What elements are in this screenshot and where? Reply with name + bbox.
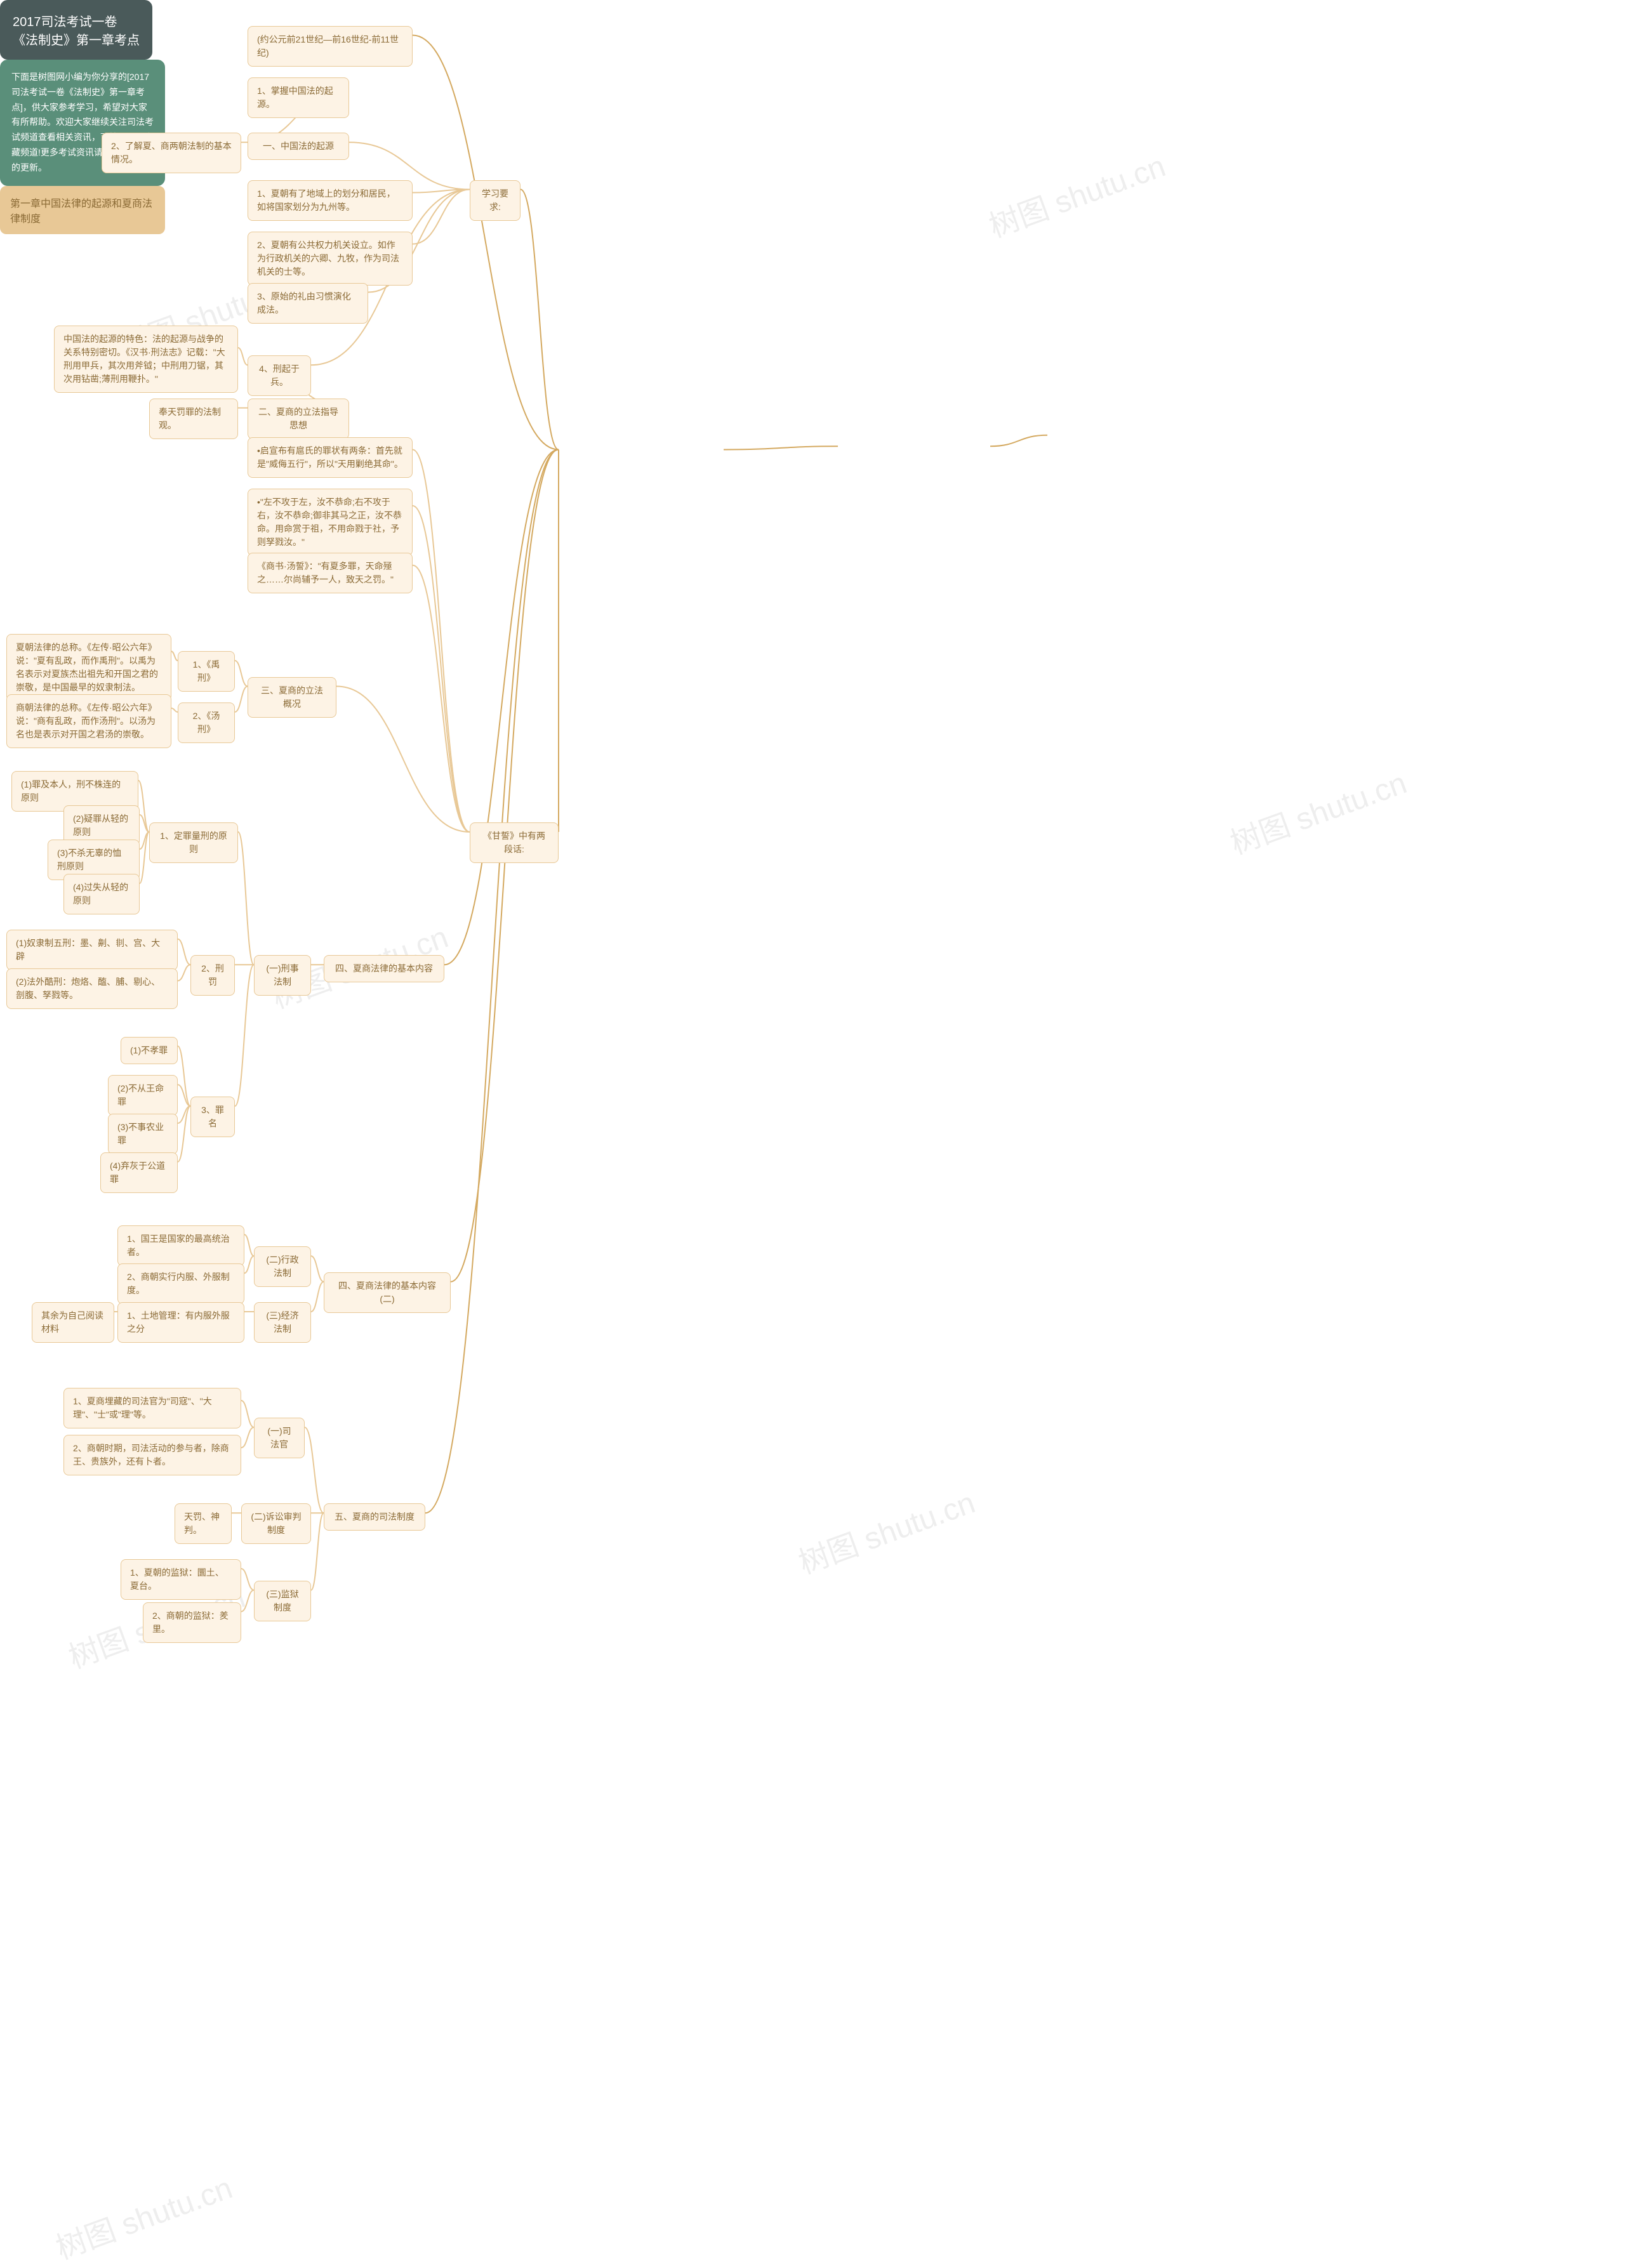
mindmap-node-gs2: •"左不攻于左，汝不恭命;右不攻于右，汝不恭命;御非其马之正，汝不恭命。用命赏于… xyxy=(248,489,413,556)
mindmap-node-b1: 1、《禹刑》 xyxy=(178,651,235,692)
mindmap-node-gs: 《甘誓》中有两段话: xyxy=(470,822,559,863)
mindmap-node-c2b: (2)法外酷刑：炮烙、醢、脯、剔心、剖腹、孥戮等。 xyxy=(6,968,178,1009)
mindmap-node-gs3: 《商书·汤誓》："有夏多罪，天命殛之……尔尚辅予一人，致天之罚。" xyxy=(248,553,413,593)
mindmap-node-a6a: 中国法的起源的特色：法的起源与战争的关系特别密切。《汉书·刑法志》记载："大刑用… xyxy=(54,326,238,393)
mindmap-node-c1d: (4)过失从轻的原则 xyxy=(63,874,140,914)
connector xyxy=(171,652,178,661)
connector xyxy=(140,815,149,832)
mindmap-node-e3: (三)监狱制度 xyxy=(254,1581,311,1621)
connector xyxy=(311,1513,324,1590)
connector xyxy=(244,1235,254,1256)
mindmap-node-c3d: (4)弃灰于公道罪 xyxy=(100,1152,178,1193)
connector xyxy=(241,1401,254,1427)
connector xyxy=(178,965,190,980)
mindmap-node-sec: 第一章中国法律的起源和夏商法律制度 xyxy=(0,186,165,234)
connector xyxy=(235,661,248,687)
mindmap-node-c2a: (1)奴隶制五刑：墨、劓、剕、宫、大辟 xyxy=(6,930,178,970)
mindmap-node-b2: 2、《汤刑》 xyxy=(178,702,235,743)
connector xyxy=(178,939,190,965)
connector xyxy=(311,1282,324,1312)
mindmap-node-time: (约公元前21世纪—前16世纪-前11世纪) xyxy=(248,26,413,67)
connector xyxy=(241,1590,254,1612)
connector xyxy=(413,36,559,450)
connector xyxy=(425,450,559,1513)
mindmap-node-a6b: 奉天罚罪的法制观。 xyxy=(149,399,238,439)
connector xyxy=(178,1106,190,1123)
connector xyxy=(413,190,470,193)
connector xyxy=(244,1256,254,1273)
connector xyxy=(413,565,470,832)
mindmap-node-e1b: 2、商朝时期，司法活动的参与者，除商王、贵族外，还有卜者。 xyxy=(63,1435,241,1475)
mindmap-node-b2a: 商朝法律的总称。《左传·昭公六年》说："商有乱政，而作汤刑"。以汤为名也是表示对… xyxy=(6,694,171,748)
mindmap-node-gs1: •启宣布有扈氏的罪状有两条：首先就是"威侮五行"，所以"天用剿绝其命"。 xyxy=(248,437,413,478)
connector xyxy=(235,965,254,1106)
connector xyxy=(336,687,470,833)
mindmap-node-c: 四、夏商法律的基本内容 xyxy=(324,955,444,982)
mindmap-node-c3c: (3)不事农业罪 xyxy=(108,1114,178,1154)
mindmap-node-root: 2017司法考试一卷《法制史》第一章考点 xyxy=(0,0,152,60)
connector xyxy=(305,1427,324,1513)
mindmap-node-b1a: 夏朝法律的总称。《左传·昭公六年》说："夏有乱政，而作禹刑"。以禹为名表示对夏族… xyxy=(6,634,171,701)
connector xyxy=(138,781,149,832)
mindmap-node-e: 五、夏商的司法制度 xyxy=(324,1503,425,1531)
connector xyxy=(238,832,254,965)
connector xyxy=(413,190,470,244)
mindmap-node-a: 一、中国法的起源 xyxy=(248,133,349,160)
connector xyxy=(413,506,470,832)
connector xyxy=(241,1569,254,1590)
watermark: 树图 shutu.cn xyxy=(49,2163,237,2267)
mindmap-node-d2a: 1、土地管理：有内服外服之分 xyxy=(117,1302,244,1343)
connector xyxy=(521,190,559,450)
connector xyxy=(724,446,838,449)
watermark: 树图 shutu.cn xyxy=(1223,758,1412,862)
mindmap-node-c3a: (1)不孝罪 xyxy=(121,1037,178,1064)
mindmap-node-a2: 2、了解夏、商两朝法制的基本情况。 xyxy=(102,133,241,173)
mindmap-node-b: 三、夏商的立法概况 xyxy=(248,677,336,718)
connector xyxy=(171,708,178,712)
mindmap-node-d1b: 2、商朝实行内服、外服制度。 xyxy=(117,1263,244,1304)
mindmap-node-e3b: 2、商朝的监狱：羑里。 xyxy=(143,1602,241,1643)
mindmap-node-e1: (一)司法官 xyxy=(254,1418,305,1458)
watermark: 树图 shutu.cn xyxy=(982,141,1171,246)
mindmap-node-d2b: 其余为自己阅读材料 xyxy=(32,1302,114,1343)
connector xyxy=(235,687,248,713)
connector xyxy=(311,1256,324,1282)
mindmap-node-c2: 2、刑罚 xyxy=(190,955,235,996)
mindmap-node-xx: 学习要求: xyxy=(470,180,521,221)
connector xyxy=(178,1106,190,1162)
mindmap-node-e1a: 1、夏商埋藏的司法官为"司寇"、"大理"、"士"或"理"等。 xyxy=(63,1388,241,1428)
connector-layer xyxy=(0,0,1625,1659)
connector xyxy=(238,348,248,365)
connector xyxy=(178,1085,190,1106)
connector xyxy=(451,450,559,1282)
connector xyxy=(178,1046,190,1107)
mindmap-node-e3a: 1、夏朝的监狱：圜土、夏台。 xyxy=(121,1559,241,1600)
mindmap-node-d2: (三)经济法制 xyxy=(254,1302,311,1343)
connector xyxy=(413,450,470,833)
mindmap-node-d1a: 1、国王是国家的最高统治者。 xyxy=(117,1225,244,1266)
mindmap-node-e2: (二)诉讼审判制度 xyxy=(241,1503,311,1544)
mindmap-node-a3: 1、夏朝有了地域上的划分和居民，如将国家划分为九州等。 xyxy=(248,180,413,221)
connector xyxy=(444,450,559,965)
mindmap-node-a6: 4、刑起于兵。 xyxy=(248,355,311,396)
connector xyxy=(140,832,149,849)
mindmap-node-a5: 3、原始的礼由习惯演化成法。 xyxy=(248,283,368,324)
mindmap-node-c0: (一)刑事法制 xyxy=(254,955,311,996)
mindmap-node-a4: 2、夏朝有公共权力机关设立。如作为行政机关的六卿、九牧，作为司法机关的士等。 xyxy=(248,232,413,286)
mindmap-node-e2a: 天罚、神判。 xyxy=(175,1503,232,1544)
mindmap-node-c3: 3、罪名 xyxy=(190,1097,235,1137)
mindmap-node-d: 四、夏商法律的基本内容(二) xyxy=(324,1272,451,1313)
mindmap-node-c3b: (2)不从王命罪 xyxy=(108,1075,178,1116)
mindmap-node-c1: 1、定罪量刑的原则 xyxy=(149,822,238,863)
mindmap-node-d1: (二)行政法制 xyxy=(254,1246,311,1287)
watermark: 树图 shutu.cn xyxy=(792,1477,980,1582)
connector xyxy=(241,1427,254,1447)
mindmap-node-a1: 1、掌握中国法的起源。 xyxy=(248,77,349,118)
connector xyxy=(140,832,149,883)
mindmap-node-a6c: 二、夏商的立法指导思想 xyxy=(248,399,349,439)
connector xyxy=(990,435,1047,447)
